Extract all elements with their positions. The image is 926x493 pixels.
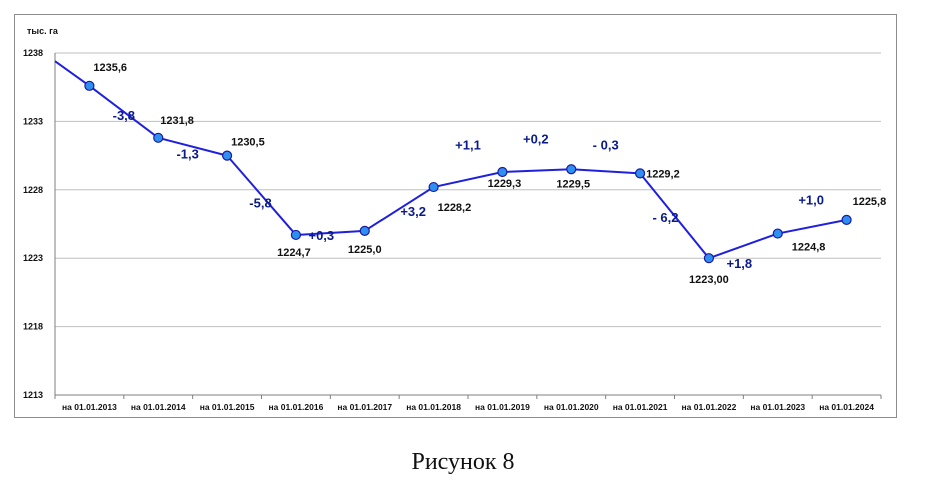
x-tick-label: на 01.01.2013: [62, 402, 117, 412]
value-label: 1229,2: [646, 168, 680, 180]
data-point: [772, 228, 783, 239]
change-label: +0,2: [523, 132, 549, 147]
change-label: -1,3: [176, 147, 198, 162]
value-label: 1230,5: [231, 137, 265, 149]
figure-caption: Рисунок 8: [411, 449, 515, 475]
x-tick-label: на 01.01.2020: [544, 402, 599, 412]
data-point: [359, 225, 370, 236]
x-tick-label: на 01.01.2016: [269, 402, 324, 412]
value-label: 1225,0: [348, 244, 382, 256]
change-label: - 6,2: [652, 210, 678, 225]
y-axis-label: тыс. га: [27, 26, 59, 36]
value-label: 1223,00: [689, 274, 729, 286]
change-label: +1,1: [455, 138, 481, 153]
data-point: [290, 229, 302, 241]
data-point: [634, 168, 646, 179]
data-point: [566, 164, 577, 175]
value-label: 1224,8: [792, 242, 826, 254]
value-label: 1231,8: [160, 115, 194, 127]
y-tick-label: 1218: [23, 322, 43, 332]
data-point: [84, 80, 95, 91]
change-label: -3,8: [113, 108, 135, 123]
change-label: +1,0: [798, 193, 824, 208]
x-tick-label: на 01.01.2015: [200, 402, 255, 412]
series-line: [54, 60, 847, 260]
data-point: [153, 132, 164, 143]
y-tick-label: 1223: [23, 253, 43, 263]
value-label: 1229,3: [488, 178, 522, 190]
value-label: 1235,6: [93, 62, 127, 74]
change-label: +1,8: [726, 256, 752, 271]
x-tick-label: на 01.01.2022: [682, 402, 737, 412]
value-label: 1224,7: [277, 247, 311, 259]
change-label: +3,2: [400, 204, 426, 219]
y-tick-label: 1238: [23, 48, 43, 58]
y-tick-label: 1213: [23, 390, 43, 400]
x-tick-label: на 01.01.2018: [406, 402, 461, 412]
y-tick-label: 1233: [23, 116, 43, 126]
y-tick-label: 1228: [23, 185, 43, 195]
change-label: +0,3: [308, 228, 334, 243]
data-point: [221, 150, 233, 161]
x-tick-label: на 01.01.2023: [750, 402, 805, 412]
data-point: [428, 181, 439, 193]
change-label: -5,8: [249, 195, 271, 210]
x-tick-label: на 01.01.2021: [613, 402, 668, 412]
data-point: [841, 214, 852, 225]
x-tick-label: на 01.01.2014: [131, 402, 186, 412]
value-label: 1225,8: [853, 196, 887, 208]
chart-frame: 1238 1233 1228 1223 1218 1213 на 01.01.2013 на …: [14, 14, 897, 418]
data-point: [497, 166, 508, 178]
x-tick-label: на 01.01.2019: [475, 402, 530, 412]
data-point: [703, 253, 715, 264]
value-label: 1228,2: [438, 202, 472, 214]
x-tick-label: на 01.01.2024: [819, 402, 874, 412]
value-label: 1229,5: [556, 178, 590, 190]
x-tick-label: на 01.01.2017: [337, 402, 392, 412]
change-label: - 0,3: [593, 137, 619, 152]
area-change-chart: 1238 1233 1228 1223 1218 1213 на 01.01.2013 на …: [23, 26, 887, 412]
